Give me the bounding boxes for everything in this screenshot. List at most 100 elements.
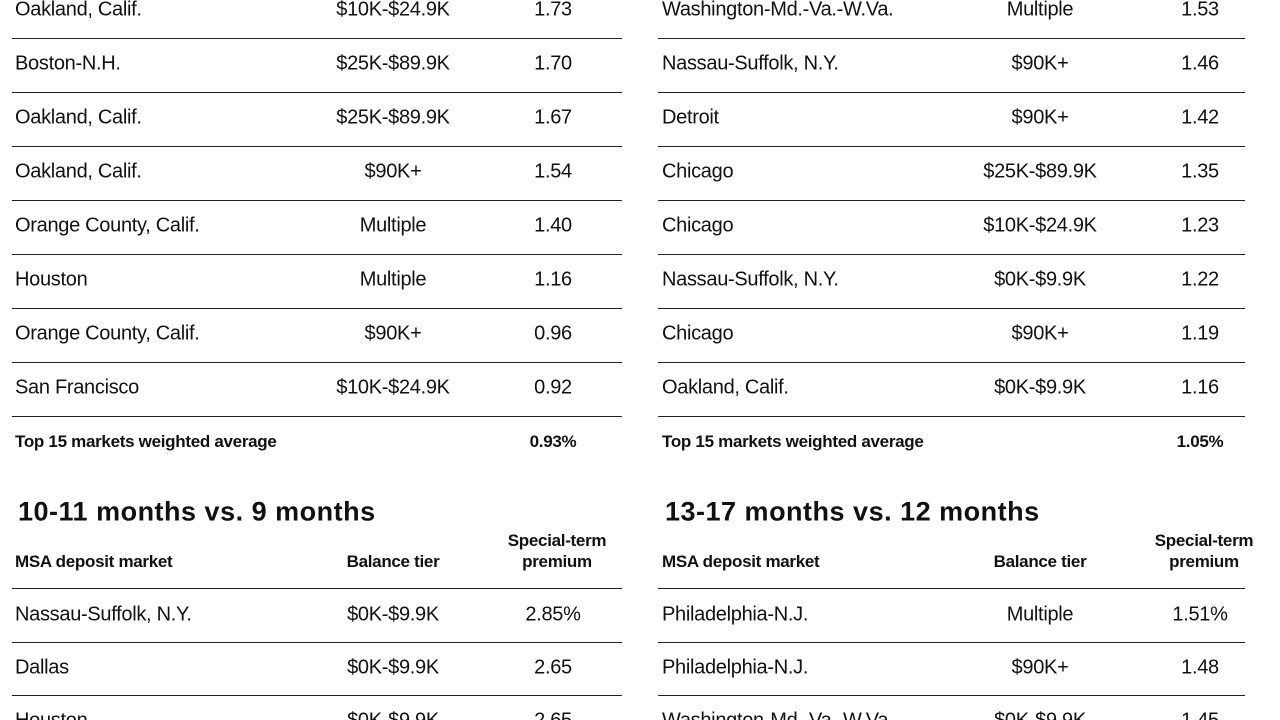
balance-tier: $10K-$24.9K (336, 376, 450, 399)
balance-tier: $90K+ (1011, 656, 1069, 679)
premium: 1.51% (1172, 603, 1228, 626)
premium: 1.45 (1181, 710, 1219, 720)
premium: 1.73 (534, 0, 572, 21)
rule (12, 642, 622, 643)
balance-tier: $25K-$89.9K (983, 160, 1097, 183)
market: Boston-N.H. (15, 52, 121, 75)
balance-tier: $25K-$89.9K (336, 52, 450, 75)
premium: 1.16 (534, 268, 572, 291)
balance-tier: $90K+ (1011, 52, 1069, 75)
section-title: 10-11 months vs. 9 months (18, 496, 376, 527)
market: Washington-Md.-Va.-W.Va. (662, 0, 894, 21)
rule (658, 38, 1245, 39)
header: Special-term premium (507, 531, 607, 571)
premium: 2.65 (534, 656, 572, 679)
header: Balance tier (993, 552, 1087, 571)
balance-tier: Multiple (1006, 0, 1074, 21)
premium: 1.16 (1181, 376, 1219, 399)
rule (12, 695, 622, 696)
premium: 1.22 (1181, 268, 1219, 291)
balance-tier: $90K+ (1011, 322, 1069, 345)
header: MSA deposit market (662, 552, 820, 571)
premium: 0.92 (534, 376, 572, 399)
premium: 1.19 (1181, 322, 1219, 345)
header: Special-term premium (1154, 531, 1254, 571)
rule (658, 254, 1245, 255)
rule (658, 362, 1245, 363)
market: San Francisco (15, 376, 139, 399)
rule (12, 146, 622, 147)
market: Chicago (662, 322, 734, 345)
market: Oakland, Calif. (15, 160, 142, 183)
rule (12, 362, 622, 363)
market: Dallas (15, 656, 69, 679)
summary-label: Top 15 markets weighted average (662, 432, 924, 451)
premium: 1.46 (1181, 52, 1219, 75)
premium: 1.42 (1181, 106, 1219, 129)
balance-tier: $10K-$24.9K (336, 0, 450, 21)
section-title: 13-17 months vs. 12 months (665, 496, 1040, 527)
rule (658, 588, 1245, 589)
market: Nassau-Suffolk, N.Y. (15, 603, 192, 626)
premium: 0.96 (534, 322, 572, 345)
rule (12, 200, 622, 201)
rule (12, 588, 622, 589)
rule (658, 695, 1245, 696)
market: Oakland, Calif. (662, 376, 789, 399)
rule (658, 200, 1245, 201)
summary-label: Top 15 markets weighted average (15, 432, 277, 451)
market: Oakland, Calif. (15, 0, 142, 21)
premium: 1.35 (1181, 160, 1219, 183)
balance-tier: Multiple (1006, 603, 1074, 626)
rule (658, 308, 1245, 309)
market: Nassau-Suffolk, N.Y. (662, 52, 839, 75)
market: Houston (15, 710, 88, 720)
premium: 1.54 (534, 160, 572, 183)
rule (658, 642, 1245, 643)
balance-tier: $90K+ (364, 160, 422, 183)
market: Orange County, Calif. (15, 322, 200, 345)
header: Balance tier (346, 552, 440, 571)
balance-tier: $0K-$9.9K (994, 268, 1086, 291)
market: Oakland, Calif. (15, 106, 142, 129)
premium: 2.65 (534, 710, 572, 720)
market: Chicago (662, 214, 734, 237)
premium: 1.70 (534, 52, 572, 75)
balance-tier: $0K-$9.9K (347, 656, 439, 679)
rule (658, 92, 1245, 93)
premium: 1.23 (1181, 214, 1219, 237)
balance-tier: Multiple (359, 268, 427, 291)
market: Washington-Md.-Va.-W.Va. (662, 710, 894, 720)
market: Philadelphia-N.J. (662, 603, 809, 626)
rule (658, 416, 1245, 417)
premium: 1.53 (1181, 0, 1219, 21)
balance-tier: Multiple (359, 214, 427, 237)
balance-tier: $0K-$9.9K (347, 603, 439, 626)
premium: 1.67 (534, 106, 572, 129)
rule (12, 38, 622, 39)
rule (12, 254, 622, 255)
premium: 1.48 (1181, 656, 1219, 679)
balance-tier: $0K-$9.9K (994, 376, 1086, 399)
balance-tier: $10K-$24.9K (983, 214, 1097, 237)
premium: 1.40 (534, 214, 572, 237)
summary-value: 0.93% (529, 432, 577, 451)
market: Houston (15, 268, 88, 291)
balance-tier: $90K+ (1011, 106, 1069, 129)
premium: 2.85% (525, 603, 581, 626)
market: Chicago (662, 160, 734, 183)
market: Nassau-Suffolk, N.Y. (662, 268, 839, 291)
market: Detroit (662, 106, 719, 129)
balance-tier: $90K+ (364, 322, 422, 345)
rule (12, 416, 622, 417)
summary-value: 1.05% (1176, 432, 1224, 451)
market: Philadelphia-N.J. (662, 656, 809, 679)
market: Orange County, Calif. (15, 214, 200, 237)
balance-tier: $0K-$9.9K (994, 710, 1086, 720)
header: MSA deposit market (15, 552, 173, 571)
rule (12, 308, 622, 309)
balance-tier: $0K-$9.9K (347, 710, 439, 720)
rule (658, 146, 1245, 147)
rule (12, 92, 622, 93)
